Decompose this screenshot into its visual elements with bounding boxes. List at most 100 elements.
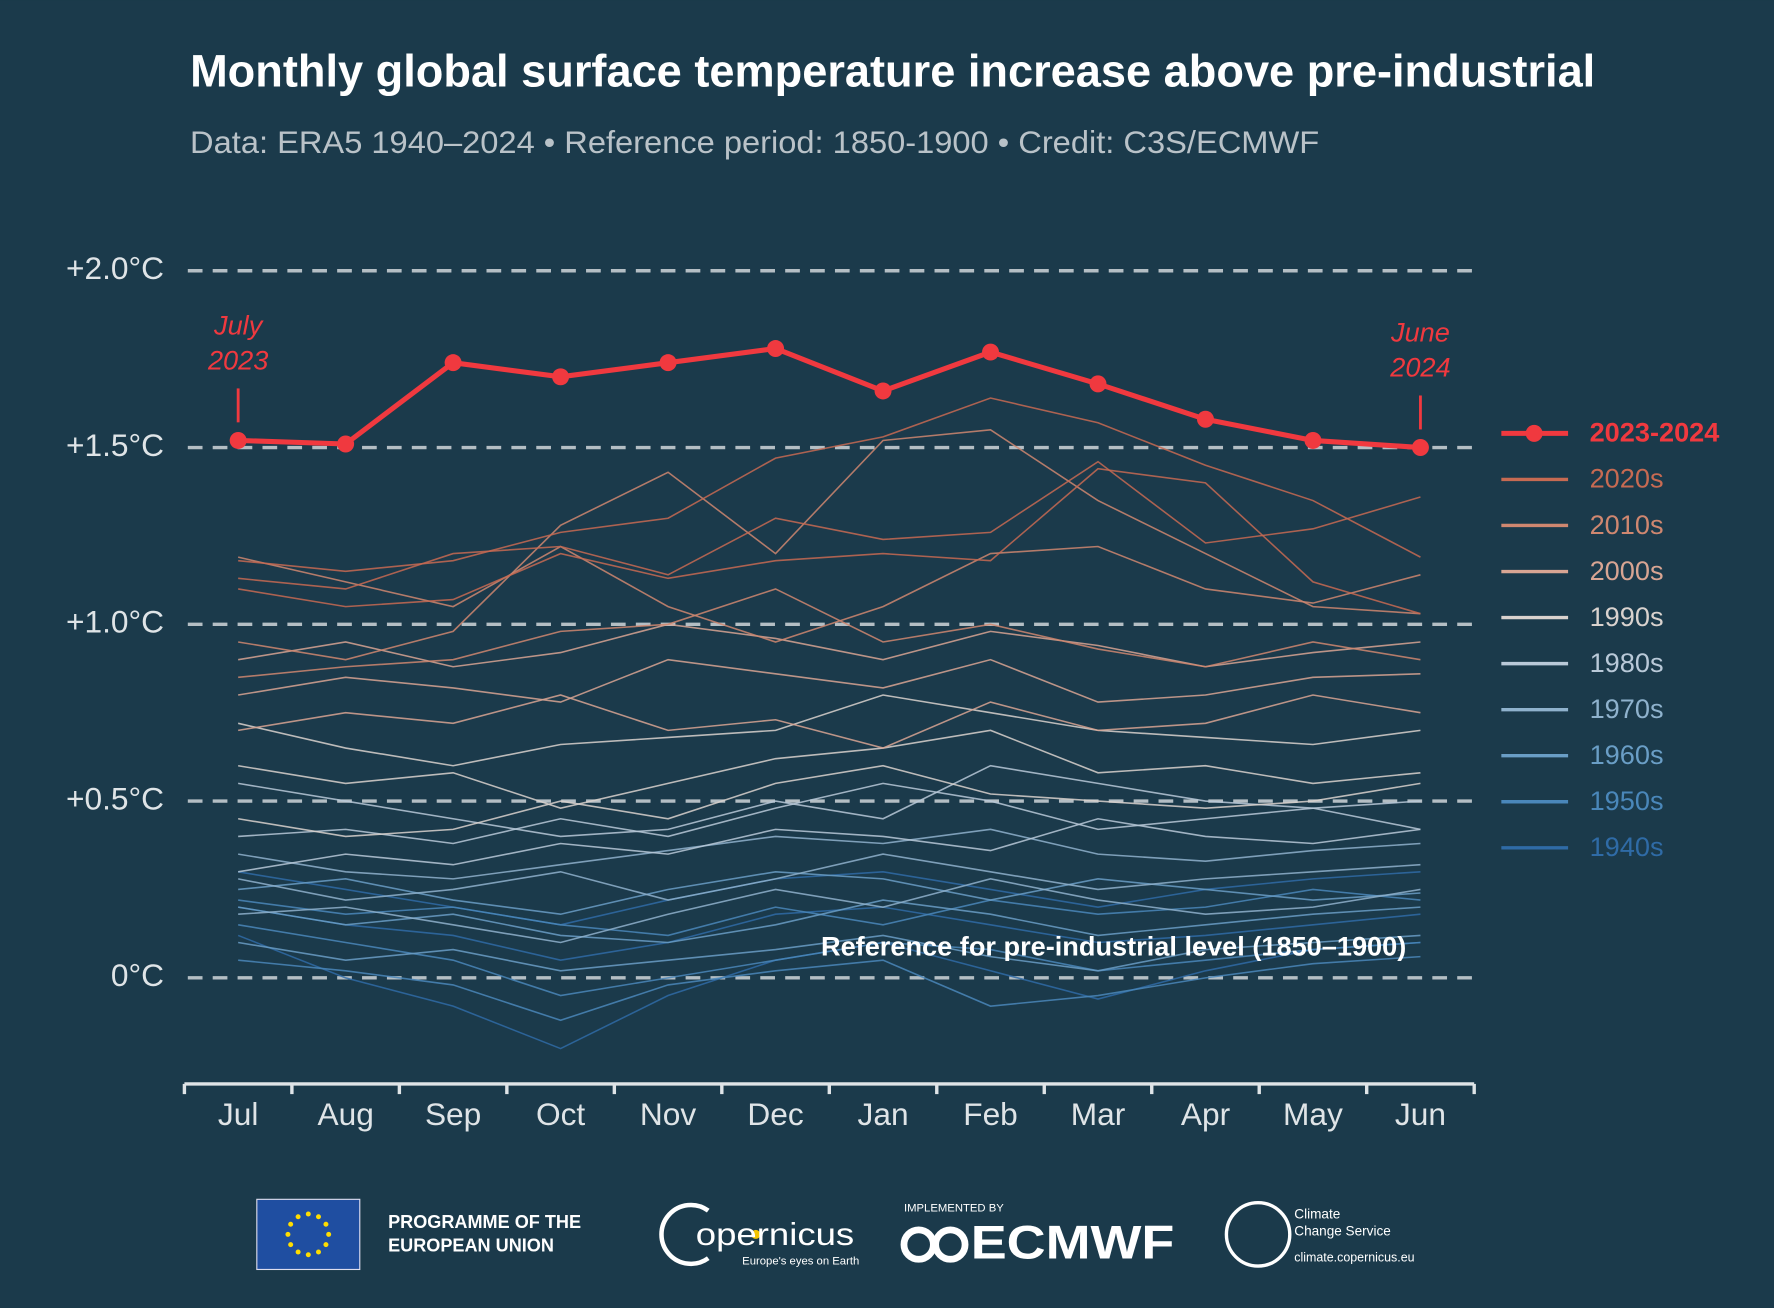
eu-flag (256, 1198, 361, 1271)
year-line (238, 764, 1421, 838)
eu-text: EUROPEAN UNION (388, 1236, 554, 1256)
annotation: June (1390, 317, 1450, 348)
c3s-text: Change Service (1294, 1224, 1391, 1239)
y-tick-label: +2.0°C (66, 250, 164, 286)
year-line (238, 460, 1421, 590)
year-line (238, 878, 1421, 944)
x-tick-label: Oct (536, 1096, 585, 1132)
legend-swatch-dot (1525, 424, 1543, 442)
year-line (237, 545, 1421, 643)
annotation: July (213, 309, 264, 340)
legend-label: 1960s (1590, 739, 1664, 770)
x-tick-label: Jan (858, 1096, 909, 1132)
point (552, 368, 570, 386)
eu-star (288, 1221, 294, 1227)
chart-subtitle: Data: ERA5 1940–2024 • Reference period:… (190, 124, 1319, 160)
legend-label: 1990s (1590, 601, 1664, 632)
ecmwf-logo: ECMWF (971, 1216, 1175, 1269)
x-tick-label: Apr (1181, 1096, 1231, 1132)
point (767, 340, 785, 358)
year-line (238, 899, 1421, 944)
y-tick-label: +1.0°C (66, 604, 164, 640)
annotation: 2023 (207, 345, 268, 376)
year-line (238, 397, 1421, 573)
year-line (238, 623, 1421, 668)
c3s-text: Climate (1294, 1207, 1340, 1222)
year-line (238, 694, 1421, 749)
legend-label: 1950s (1590, 785, 1664, 816)
point (337, 435, 355, 453)
x-tick-label: Aug (317, 1096, 373, 1132)
x-tick-label: May (1283, 1096, 1343, 1132)
point (1196, 410, 1214, 428)
year-line (238, 853, 1421, 901)
y-tick-label: +1.5°C (66, 427, 164, 463)
year-line (238, 588, 1421, 679)
c3s-url: climate.copernicus.eu (1294, 1250, 1414, 1264)
copernicus-tagline: Europe's eyes on Earth (742, 1256, 859, 1268)
c3s-logo (1224, 1201, 1292, 1268)
annotation: 2024 (1389, 352, 1450, 383)
legend-label: 1980s (1590, 647, 1664, 678)
y-tick-label: +0.5°C (66, 780, 164, 816)
eu-star (295, 1249, 301, 1255)
y-tick-label: 0°C (111, 957, 164, 993)
year-line (238, 467, 1421, 615)
year-line (238, 658, 1421, 703)
highlight-line (238, 345, 1421, 451)
x-tick-label: Feb (963, 1096, 1018, 1132)
copernicus-c (659, 1202, 710, 1267)
legend-label: 2010s (1590, 509, 1664, 540)
year-line (238, 828, 1421, 880)
year-line (237, 694, 1421, 767)
eu-star (323, 1242, 329, 1248)
eu-star (285, 1231, 291, 1237)
year-line (238, 764, 1421, 838)
year-line (238, 934, 1421, 972)
point (874, 382, 892, 400)
year-line (238, 906, 1421, 961)
point (1304, 431, 1322, 449)
legend-label: 2023-2024 (1590, 417, 1720, 448)
eu-star (288, 1242, 294, 1248)
copernicus-dot (751, 1229, 761, 1239)
point (659, 354, 677, 372)
legend-label: 2000s (1590, 555, 1664, 586)
implemented-by: IMPLEMENTED BY (904, 1202, 1004, 1214)
year-line (238, 924, 1421, 997)
eu-stars (285, 1211, 332, 1258)
eu-star (305, 1211, 311, 1217)
legend-label: 1940s (1590, 831, 1664, 862)
x-tick-label: Nov (640, 1096, 696, 1132)
year-line (238, 870, 1421, 916)
year-line (238, 955, 1421, 1022)
ecmwf-mark (932, 1226, 969, 1263)
x-tick-label: Mar (1071, 1096, 1126, 1132)
eu-star (295, 1214, 301, 1220)
point (229, 431, 247, 449)
eu-star (305, 1252, 311, 1258)
point (444, 354, 462, 372)
eu-star (315, 1214, 321, 1220)
point (1089, 375, 1107, 393)
x-tick-label: Sep (425, 1096, 481, 1132)
x-tick-label: Jul (218, 1096, 258, 1132)
year-line (238, 888, 1421, 937)
point (982, 343, 1000, 361)
reference-label: Reference for pre-industrial level (1850… (821, 931, 1406, 962)
copernicus-logo: opernicus (696, 1216, 854, 1252)
x-tick-label: Jun (1395, 1096, 1446, 1132)
year-line (238, 817, 1421, 873)
x-tick-label: Dec (747, 1096, 803, 1132)
eu-star (323, 1221, 329, 1227)
eu-star (315, 1249, 321, 1255)
footer: PROGRAMME OF THE EUROPEAN UNION opernicu… (256, 1198, 1415, 1271)
legend-label: 2020s (1590, 463, 1664, 494)
year-line (238, 429, 1421, 661)
year-line (238, 729, 1421, 809)
eu-star (326, 1231, 332, 1237)
eu-text: PROGRAMME OF THE (388, 1212, 581, 1232)
